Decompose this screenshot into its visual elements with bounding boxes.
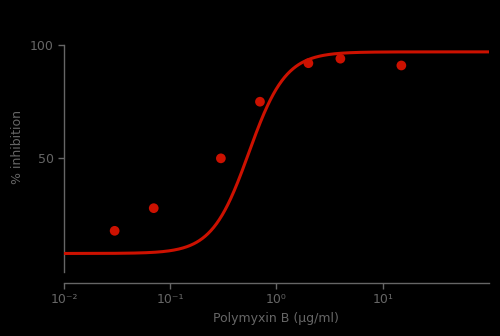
X-axis label: Polymyxin B (µg/ml): Polymyxin B (µg/ml) (214, 312, 340, 325)
Point (398, 63, 406, 68)
Y-axis label: % inhibition: % inhibition (11, 110, 24, 184)
Point (256, 99, 264, 104)
Point (336, 56, 344, 61)
Point (150, 206, 158, 211)
Point (110, 228, 118, 234)
Point (217, 156, 225, 161)
Point (304, 60, 312, 66)
